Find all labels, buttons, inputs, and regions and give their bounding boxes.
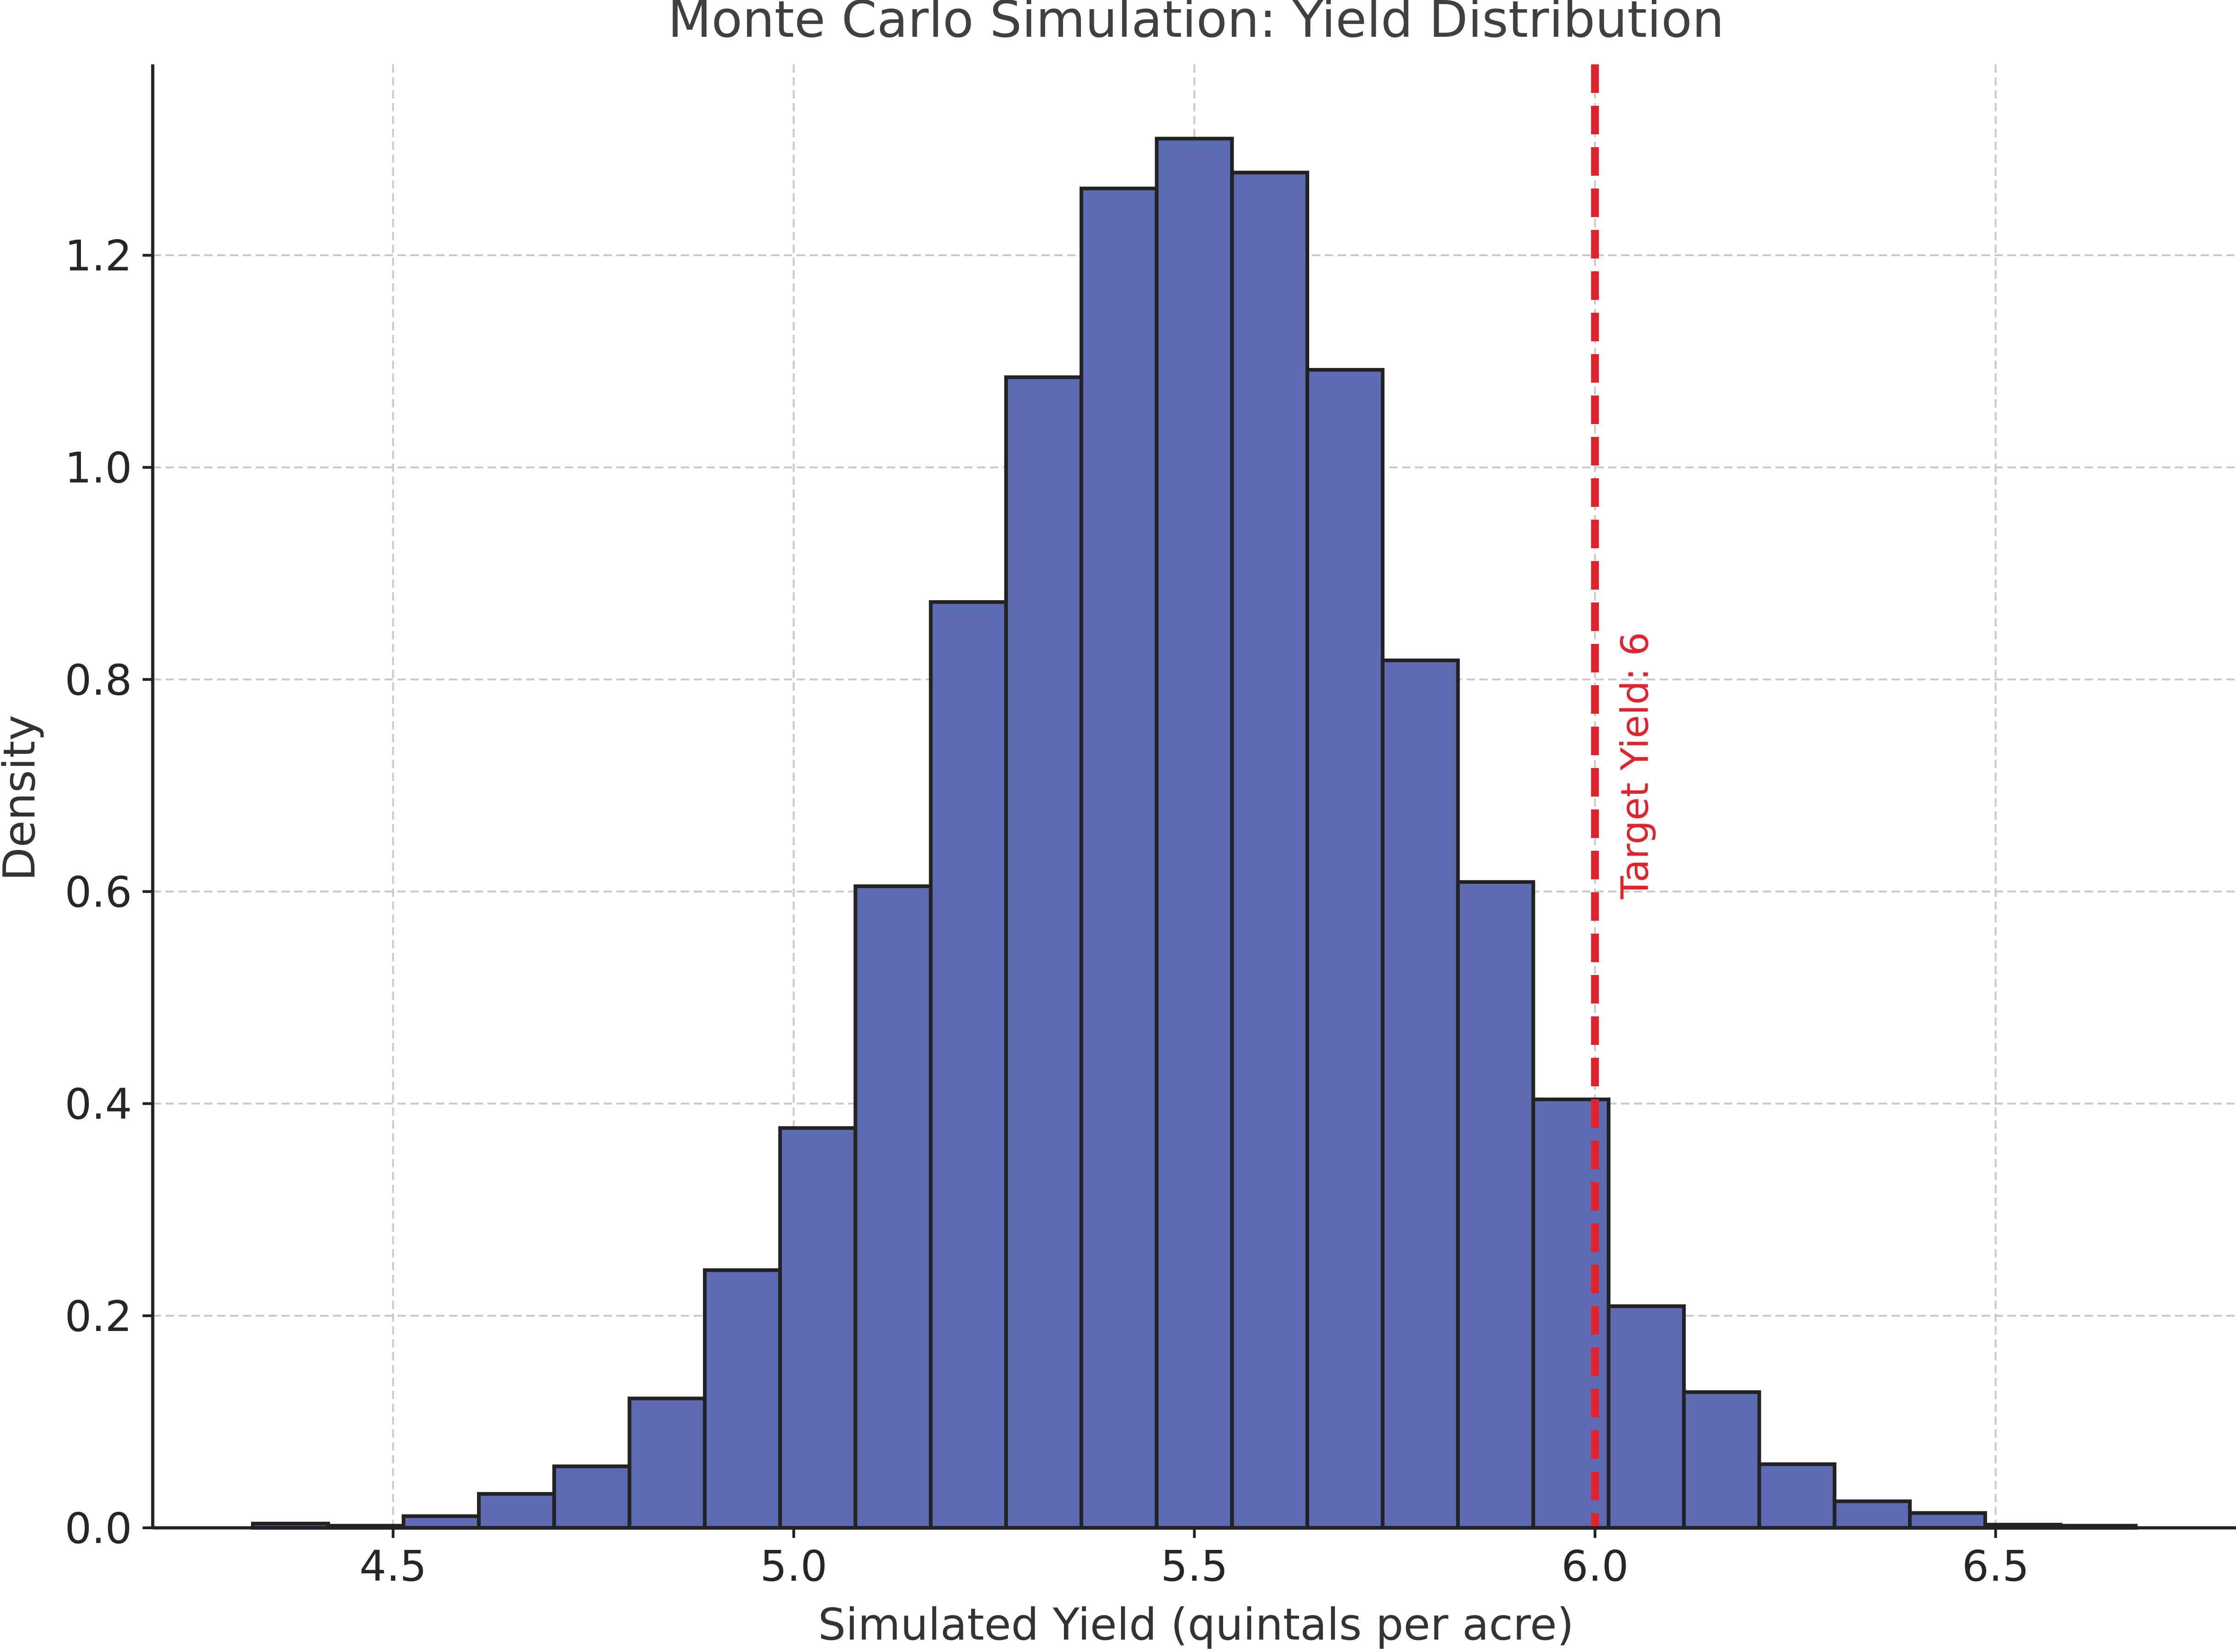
- histogram-bars: [251, 137, 2138, 1530]
- chart-title: Monte Carlo Simulation: Yield Distributi…: [668, 0, 1724, 49]
- histogram-bar: [1833, 1499, 1912, 1530]
- histogram-bar: [929, 600, 1008, 1530]
- x-tick-label: 4.5: [359, 1542, 426, 1591]
- histogram-bar: [1757, 1462, 1837, 1530]
- y-axis-label: Density: [0, 715, 45, 881]
- histogram-bar: [1682, 1390, 1761, 1530]
- axes: [143, 64, 2236, 1538]
- histogram-bar: [778, 1126, 857, 1530]
- histogram-bar: [402, 1514, 481, 1530]
- tick-labels: 4.5 5.0 5.5 6.0 6.5 0.0 0.2 0.4 0.6 0.8 1.0 1.2: [65, 231, 2029, 1591]
- y-tick-label: 0.2: [65, 1292, 132, 1341]
- y-tick-label: 0.0: [65, 1504, 132, 1553]
- x-tick-label: 6.0: [1561, 1542, 1628, 1591]
- x-tick-label: 6.5: [1962, 1542, 2029, 1591]
- x-tick-label: 5.5: [1161, 1542, 1228, 1591]
- histogram-bar: [1230, 171, 1310, 1530]
- histogram-bar: [1456, 880, 1535, 1530]
- y-tick-label: 1.0: [65, 443, 132, 493]
- histogram-bar: [1607, 1304, 1686, 1530]
- x-axis-label: Simulated Yield (quintals per acre): [818, 1600, 1574, 1650]
- histogram-bar: [1004, 375, 1083, 1530]
- target-yield-reference: Target Yield: 6: [1591, 64, 1657, 1528]
- histogram-bar: [1079, 186, 1159, 1530]
- histogram-bar: [1305, 368, 1385, 1530]
- histogram-bar: [552, 1464, 632, 1530]
- target-yield-label: Target Yield: 6: [1613, 632, 1657, 900]
- histogram-bar: [1908, 1511, 1987, 1530]
- y-tick-label: 0.6: [65, 868, 132, 917]
- y-tick-label: 1.2: [65, 231, 132, 281]
- histogram-bar: [703, 1268, 782, 1530]
- histogram-bar: [1380, 658, 1460, 1530]
- x-tick-label: 5.0: [760, 1542, 827, 1591]
- y-tick-label: 0.4: [65, 1080, 132, 1129]
- y-tick-label: 0.8: [65, 655, 132, 705]
- histogram-bar: [853, 884, 933, 1530]
- histogram-bar: [477, 1492, 556, 1530]
- histogram-bar: [1155, 137, 1234, 1530]
- histogram-bar: [627, 1396, 707, 1530]
